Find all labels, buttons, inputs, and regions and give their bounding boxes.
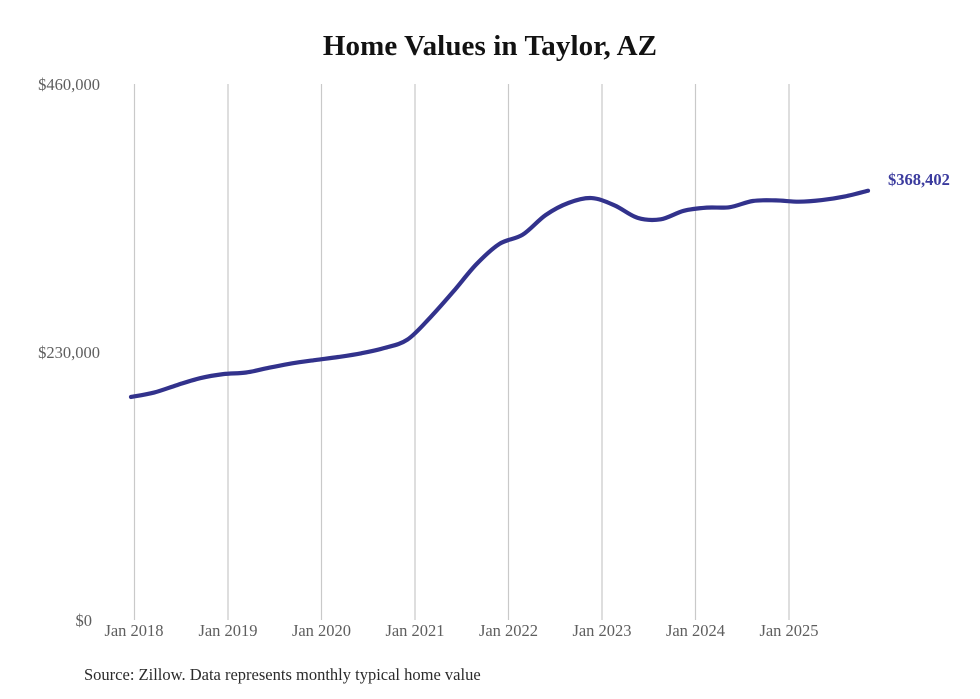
end-value-label: $368,402	[888, 170, 950, 189]
source-note: Source: Zillow. Data represents monthly …	[84, 665, 481, 684]
x-axis-tick-jan-2025: Jan 2025	[759, 621, 819, 640]
x-axis-tick-jan-2019: Jan 2019	[198, 621, 258, 640]
gridlines	[133, 84, 790, 620]
chart-title: Home Values in Taylor, AZ	[322, 30, 658, 62]
y-axis-tick-middle: $230,000	[38, 343, 100, 362]
home-value-line	[128, 188, 871, 400]
x-axis-tick-jan-2022: Jan 2022	[478, 621, 539, 640]
y-axis-tick-bottom: $0	[75, 611, 93, 630]
x-axis-tick-jan-2018: Jan 2018	[104, 621, 164, 640]
x-axis-tick-jan-2020: Jan 2020	[291, 621, 352, 640]
x-axis-tick-jan-2021: Jan 2021	[385, 621, 445, 640]
x-axis-tick-jan-2024: Jan 2024	[665, 621, 726, 640]
y-axis-tick-top: $460,000	[38, 75, 100, 94]
x-axis-tick-jan-2023: Jan 2023	[572, 621, 632, 640]
